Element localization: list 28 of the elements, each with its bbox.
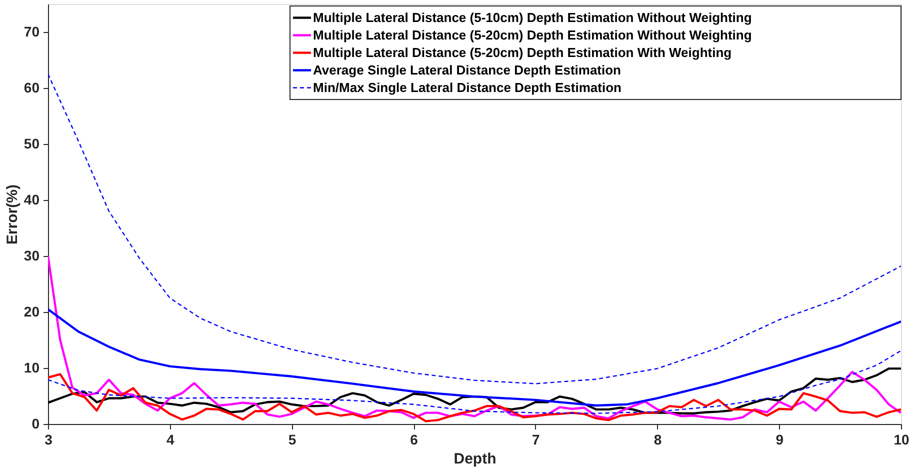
x-tick-label: 9 — [776, 432, 784, 448]
y-tick-label: 20 — [24, 304, 40, 320]
x-tick-label: 6 — [410, 432, 418, 448]
legend-label: Multiple Lateral Distance (5-20cm) Depth Estimation Without Weighting — [313, 27, 752, 42]
x-tick-label: 5 — [288, 432, 296, 448]
y-tick-label: 70 — [24, 24, 40, 40]
y-axis-title: Error(%) — [4, 184, 21, 245]
line-series — [48, 373, 901, 422]
legend-label: Min/Max Single Lateral Distance Depth Estimation — [313, 80, 622, 95]
line-series — [48, 350, 901, 414]
y-tick-label: 60 — [24, 80, 40, 96]
x-axis-title: Depth — [454, 450, 496, 468]
x-tick-label: 7 — [532, 432, 540, 448]
y-tick-label: 0 — [32, 416, 40, 432]
y-tick-label: 30 — [24, 248, 40, 264]
line-series — [48, 308, 901, 407]
y-tick-label: 10 — [24, 360, 40, 376]
y-tick-label: 40 — [24, 192, 40, 208]
x-tick-label: 4 — [166, 432, 174, 448]
x-tick-label: 8 — [654, 432, 662, 448]
line-series — [48, 254, 901, 421]
y-tick-label: 50 — [24, 136, 40, 152]
line-series — [48, 367, 901, 414]
legend-label: Average Single Lateral Distance Depth Estimation — [313, 62, 622, 78]
x-tick-label: 10 — [894, 432, 910, 448]
legend-label: Multiple Lateral Distance (5-10cm) Depth Estimation Without Weighting — [313, 10, 752, 25]
x-tick-label: 3 — [44, 432, 53, 448]
legend-label: Multiple Lateral Distance (5-20cm) Depth Estimation With Weighting — [313, 44, 732, 60]
